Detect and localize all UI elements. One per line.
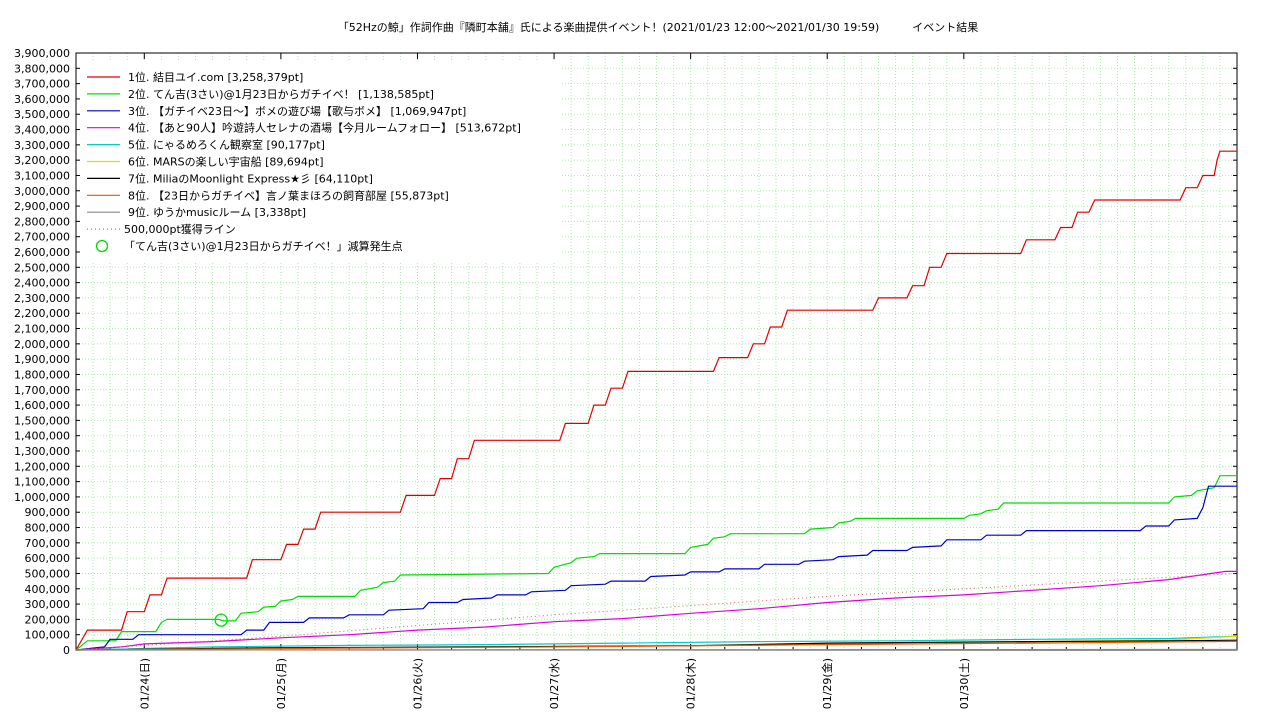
y-tick-label: 3,300,000 (14, 139, 70, 152)
decrement-marker (214, 613, 228, 627)
y-tick-label: 3,000,000 (14, 185, 70, 198)
y-tick-label: 300,000 (25, 598, 71, 611)
legend-label: 「てん吉(3さい)@1月23日からガチイベ！」減算発生点 (124, 239, 403, 253)
y-tick-label: 1,000,000 (14, 491, 70, 504)
legend-label: 1位. 結目ユイ.com [3,258,379pt] (128, 70, 303, 84)
y-tick-label: 1,600,000 (14, 399, 70, 412)
y-tick-label: 2,700,000 (14, 231, 70, 244)
y-tick-label: 3,600,000 (14, 93, 70, 106)
y-tick-label: 500,000 (25, 567, 71, 580)
y-tick-label: 1,200,000 (14, 460, 70, 473)
series-line-9 (75, 648, 1238, 651)
series-line-10 (75, 573, 1238, 651)
series-line-7 (75, 639, 1238, 651)
y-tick-label: 1,700,000 (14, 384, 70, 397)
x-tick-label: 01/29(金) (820, 658, 834, 709)
series-line-3 (75, 485, 1237, 651)
y-tick-label: 2,000,000 (14, 338, 70, 351)
y-tick-label: 3,200,000 (14, 154, 70, 167)
x-tick-label: 01/24(日) (138, 658, 151, 709)
y-tick-label: 1,100,000 (14, 476, 70, 489)
legend-marker (95, 239, 109, 253)
y-tick-label: 1,300,000 (14, 445, 70, 458)
y-tick-label: 3,800,000 (14, 62, 70, 75)
y-tick-label: 2,800,000 (14, 215, 70, 228)
chart-title: 「52Hzの鯨」作詞作曲『隣町本舗』氏による楽曲提供イベント！(2021/01/… (338, 20, 979, 34)
x-tick-label: 01/27(水) (548, 658, 561, 709)
y-tick-label: 2,200,000 (14, 307, 70, 320)
legend-label: 4位. 【あと90人】吟遊詩人セレナの酒場【今月ルームフォロー】 [513,67… (128, 121, 521, 135)
series-line-4 (75, 570, 1237, 651)
legend-label: 9位. ゆうかmusicルーム [3,338pt] (128, 205, 306, 219)
legend-background (80, 62, 560, 262)
y-tick-label: 200,000 (25, 613, 71, 626)
y-tick-label: 1,500,000 (14, 414, 70, 427)
legend: 1位. 結目ユイ.com [3,258,379pt] 2位. てん吉(3さい)@1… (80, 62, 560, 262)
y-tick-label: 2,500,000 (14, 261, 70, 274)
y-tick-label: 400,000 (25, 583, 71, 596)
y-tick-label: 800,000 (25, 522, 71, 535)
legend-label: 500,000pt獲得ライン (124, 223, 236, 236)
y-tick-label: 3,900,000 (14, 47, 70, 60)
series-line-5 (75, 635, 1238, 651)
series-lines (75, 150, 1238, 651)
legend-label: 6位. MARSの楽しい宇宙船 [89,694pt] (128, 155, 324, 169)
y-tick-label: 3,400,000 (14, 124, 70, 137)
x-tick-label: 01/30(土) (958, 658, 971, 709)
legend-label: 7位. MiliaのMoonlight Express★彡 [64,110pt] (128, 171, 373, 185)
y-tick-label: 2,600,000 (14, 246, 70, 259)
y-tick-label: 600,000 (25, 552, 71, 565)
series-line-8 (75, 640, 1238, 651)
y-tick-label: 2,300,000 (14, 292, 70, 305)
y-tick-label: 1,400,000 (14, 430, 70, 443)
y-tick-label: 700,000 (25, 537, 71, 550)
y-tick-label: 2,900,000 (14, 200, 70, 213)
series-line-1 (75, 150, 1237, 651)
y-tick-label: 2,100,000 (14, 323, 70, 336)
legend-label: 8位. 【23日からガチイベ】言ノ葉まほろの飼育部屋 [55,873pt] (128, 188, 449, 202)
y-tick-label: 1,900,000 (14, 353, 70, 366)
y-tick-label: 2,400,000 (14, 277, 70, 290)
y-tick-label: 900,000 (25, 506, 71, 519)
y-tick-label: 3,500,000 (14, 108, 70, 121)
axes: 0 100,000 200,000 300,000 400,000 500,000 600,… (14, 47, 1238, 709)
x-tick-label: 01/25(月) (275, 658, 288, 709)
y-tick-label: 3,700,000 (14, 78, 70, 91)
series-line-2 (75, 475, 1237, 651)
legend-label: 5位. にゃるめろくん観察室 [90,177pt] (128, 138, 325, 152)
y-tick-label: 100,000 (25, 629, 71, 642)
x-tick-label: 01/28(木) (685, 658, 698, 709)
y-tick-label: 3,100,000 (14, 169, 70, 182)
x-tick-label: 01/26(火) (411, 658, 424, 709)
y-tick-label: 0 (63, 644, 70, 657)
y-tick-label: 1,800,000 (14, 368, 70, 381)
legend-label: 3位. 【ガチイベ23日〜】ボメの遊び場【歌与ボメ】 [1,069,947pt] (128, 104, 466, 118)
legend-label: 2位. てん吉(3さい)@1月23日からガチイベ！ [1,138,585pt] (128, 87, 434, 101)
